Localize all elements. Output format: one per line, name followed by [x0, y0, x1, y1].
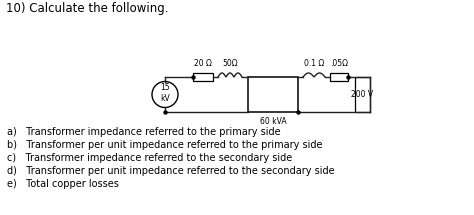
- Text: 200 V: 200 V: [351, 90, 374, 99]
- Bar: [248, 77, 298, 112]
- Text: d)   Transformer per unit impedance referred to the secondary side: d) Transformer per unit impedance referr…: [7, 166, 335, 176]
- Text: .05Ω: .05Ω: [330, 59, 348, 68]
- Text: 0.1 Ω: 0.1 Ω: [304, 59, 324, 68]
- Text: 50Ω: 50Ω: [222, 59, 238, 68]
- Text: a)   Transformer impedance referred to the primary side: a) Transformer impedance referred to the…: [7, 127, 281, 137]
- Text: 20 Ω: 20 Ω: [194, 59, 212, 68]
- Text: c)   Transformer impedance referred to the secondary side: c) Transformer impedance referred to the…: [7, 153, 292, 163]
- Text: 15
kV: 15 kV: [160, 83, 170, 103]
- Text: b)   Transformer per unit impedance referred to the primary side: b) Transformer per unit impedance referr…: [7, 140, 322, 150]
- Bar: [193, 73, 213, 81]
- Text: 60 kVA: 60 kVA: [260, 117, 286, 126]
- Text: e)   Total copper losses: e) Total copper losses: [7, 179, 119, 189]
- Bar: [355, 77, 370, 112]
- Bar: [330, 73, 348, 81]
- Text: 10) Calculate the following.: 10) Calculate the following.: [6, 2, 168, 15]
